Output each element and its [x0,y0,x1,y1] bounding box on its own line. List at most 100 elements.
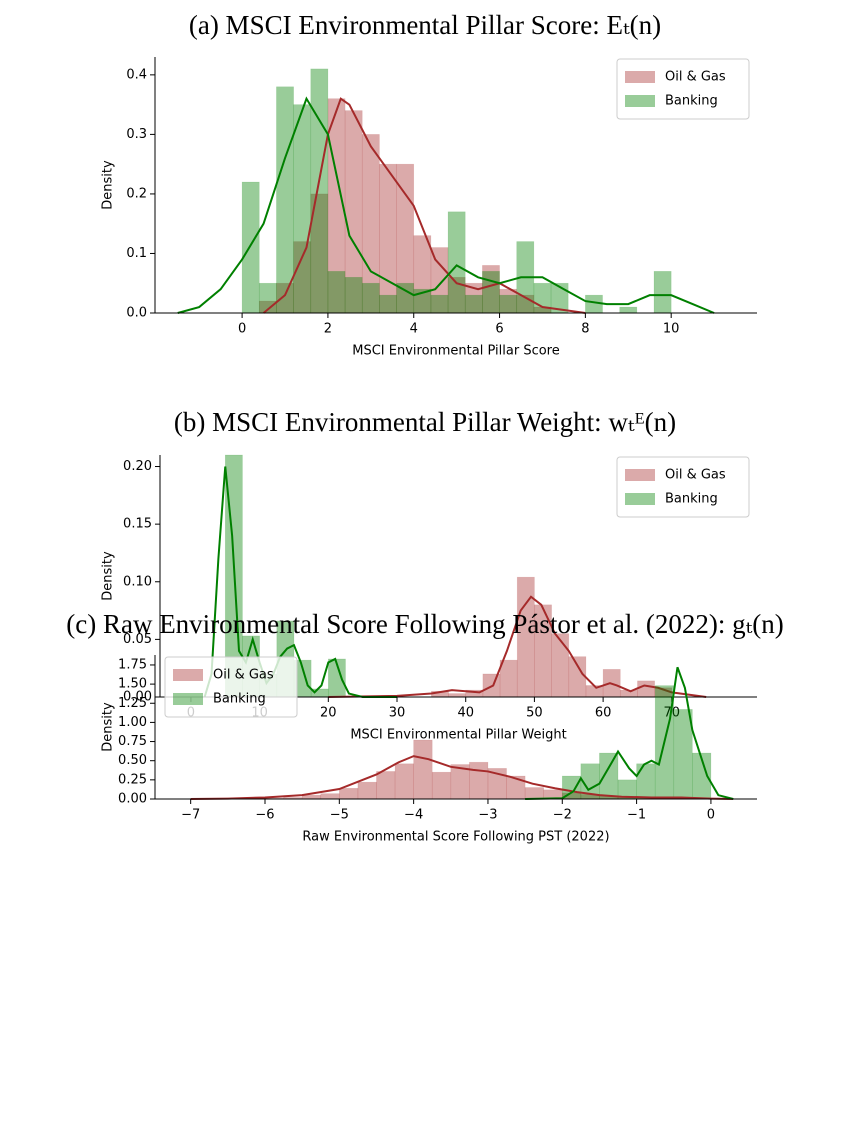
x-tick-label: 20 [320,706,337,721]
legend-label: Banking [213,692,266,707]
y-axis-label: Density [101,551,116,601]
bar [413,739,433,800]
y-tick-label: 0.3 [126,127,147,142]
bar [636,763,656,800]
bar [379,163,397,314]
y-tick-label: 0.05 [123,632,152,647]
y-tick-label: 1.25 [118,696,147,711]
y-tick-label: 0.15 [123,517,152,532]
legend-swatch [625,469,655,481]
bar [293,104,312,314]
legend-frame [616,58,750,120]
bar [599,752,619,800]
bar [310,68,329,314]
chart-title: (c) Raw Environmental Score Following Pá… [66,609,784,639]
bar [344,276,363,314]
x-tick-label: 2 [324,322,332,337]
legend-label: Banking [665,94,718,109]
bar [619,306,638,314]
legend-label: Oil & Gas [213,668,274,683]
legend: Oil & Gas Banking [164,656,298,718]
y-axis-label: Density [101,160,116,210]
bar [357,781,377,800]
bar [339,787,359,800]
legend-frame [616,456,750,518]
kde-line [177,96,715,314]
y-tick-label: 0.4 [126,67,147,82]
y-axis-label: Density [101,702,116,752]
kde-line [328,595,707,698]
bar [431,771,452,800]
x-tick-label: 30 [389,706,406,721]
bar [447,211,466,314]
y-tick-label: 0.0 [126,306,147,321]
bar [394,763,414,800]
bar [448,693,467,698]
legend-label: Oil & Gas [665,70,726,85]
bar [653,271,672,314]
x-tick-label: −6 [255,808,274,823]
legend-swatch [625,71,655,83]
x-tick-label: 0 [238,322,246,337]
bar [551,633,570,698]
x-axis-label: Raw Environmental Score Following PST (2… [302,830,609,845]
x-tick-label: −2 [553,808,572,823]
x-tick-label: 0 [707,808,715,823]
bar [430,294,449,314]
y-tick-label: 0.1 [126,246,147,261]
y-tick-label: 0.75 [118,734,147,749]
bar [464,294,483,314]
histogram-series [431,576,673,698]
y-tick-label: 0.25 [118,772,147,787]
histogram-series [241,68,672,314]
legend-swatch [625,95,655,107]
y-tick-label: 0.10 [123,574,152,589]
y-tick-label: 0.50 [118,753,147,768]
legend-swatch [173,669,203,681]
x-tick-label: 50 [526,706,543,721]
x-tick-label: 4 [410,322,418,337]
legend-label: Oil & Gas [665,468,726,483]
bar [524,787,544,800]
x-tick-label: −1 [627,808,646,823]
kde-line [203,466,398,698]
y-tick-label: 0.00 [118,792,147,807]
legend-swatch [173,693,203,705]
bar [361,282,380,314]
x-axis-label: MSCI Environmental Pillar Score [352,344,559,359]
x-tick-label: 10 [663,322,680,337]
bar [376,771,396,800]
bar [499,659,518,698]
legend: Oil & Gas Banking [616,58,750,120]
x-tick-label: −4 [404,808,423,823]
bar [327,271,346,314]
bar [469,761,489,800]
y-tick-label: 0.20 [123,459,152,474]
x-tick-label: 6 [495,322,503,337]
x-tick-label: −3 [478,808,497,823]
bar [499,294,518,314]
bar [379,294,397,314]
kde-line [262,97,586,314]
y-tick-label: 1.00 [118,715,147,730]
legend: Oil & Gas Banking [616,456,750,518]
y-tick-label: 1.50 [118,677,147,692]
x-tick-label: 8 [581,322,589,337]
bar [241,181,260,314]
legend-frame [164,656,298,718]
x-tick-label: −5 [330,808,349,823]
bar [276,86,294,314]
x-tick-label: 60 [595,706,612,721]
kde-line [190,755,734,800]
x-axis-label: MSCI Environmental Pillar Weight [350,728,566,743]
legend-swatch [625,493,655,505]
y-tick-label: 0.2 [126,186,147,201]
y-tick-label: 1.75 [118,657,147,672]
chart-title: (a) MSCI Environmental Pillar Score: Eₜ(… [189,10,661,40]
bar [637,680,655,698]
bar [673,709,693,800]
x-tick-label: 40 [457,706,474,721]
kde-line [525,666,734,800]
bar [301,794,322,800]
